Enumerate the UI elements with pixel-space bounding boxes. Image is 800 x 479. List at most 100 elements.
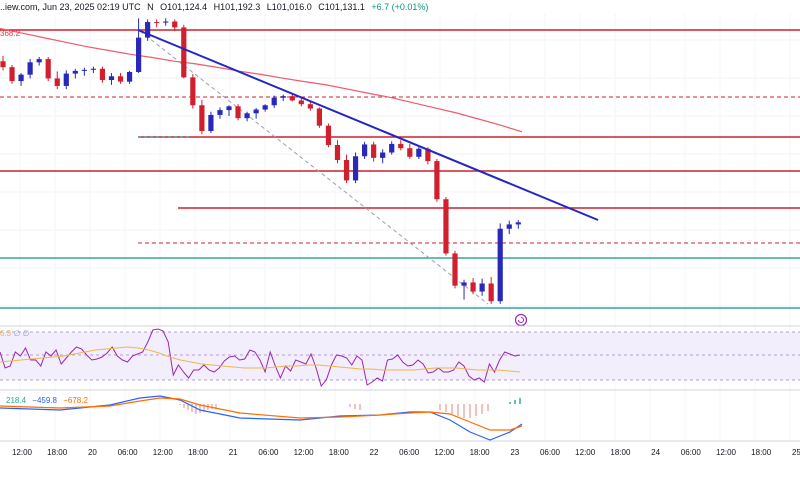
x-tick-label: 12:00 (575, 448, 596, 457)
candle-body (244, 113, 250, 119)
macd-line-value: −459.8 (32, 396, 57, 405)
candle-body (154, 22, 160, 24)
x-tick-label: 12:00 (293, 448, 314, 457)
candle-body (126, 71, 133, 82)
close-value: C101,131.1 (318, 2, 365, 12)
candle-body (72, 70, 78, 74)
candle-body (443, 199, 449, 254)
ohlc-header: ..iew.com, Jun 23, 2025 02:19 UTC N O101… (0, 0, 437, 14)
x-tick-label: 18:00 (610, 448, 631, 457)
candle-body (398, 143, 404, 149)
x-tick-label: 18:00 (187, 448, 209, 457)
macd-labels: 218.4 −459.8 −678.2 (6, 396, 88, 406)
candle-body (352, 156, 359, 181)
x-tick-label: 06:00 (399, 448, 420, 457)
x-tick-label: 18:00 (751, 448, 772, 457)
x-tick-label: 12:00 (11, 448, 33, 457)
candle-body (136, 37, 142, 72)
change-value: +6.7 (+0.01%) (371, 2, 429, 12)
symbol-tail: N (147, 2, 154, 12)
candle-body (145, 22, 151, 38)
candle-body (63, 73, 69, 86)
descending-trendline (137, 29, 599, 221)
candle-body (434, 161, 440, 200)
x-tick-label: 12:00 (715, 448, 737, 457)
candle-body (515, 222, 521, 225)
rsi-ma-line (0, 346, 521, 373)
candle-body (461, 282, 467, 286)
x-tick-label: 12:00 (434, 448, 455, 457)
price-line-label: 368.2 (0, 29, 21, 38)
candle-body (181, 27, 187, 78)
candle-body (36, 59, 42, 63)
candle-body (479, 283, 485, 292)
candle-body (389, 143, 395, 153)
x-tick-label: 18:00 (328, 448, 349, 457)
candle-body (226, 106, 232, 111)
x-tick-label: 06:00 (539, 448, 561, 457)
candle-body (316, 108, 322, 126)
candle-body (117, 76, 124, 82)
x-tick-label: 20 (87, 448, 97, 457)
x-tick-label: 21 (228, 448, 238, 457)
x-tick-label: 06:00 (680, 448, 701, 457)
x-tick-label: 24 (651, 448, 661, 457)
candle-body (271, 97, 277, 106)
candle-body (425, 148, 431, 162)
candle-body (217, 110, 223, 115)
candle-body (298, 100, 304, 105)
x-tick-label: 06:00 (258, 448, 279, 457)
x-tick-label: 22 (369, 448, 379, 457)
x-tick-label: 12:00 (152, 448, 173, 457)
high-value: H101,192.3 (213, 2, 261, 12)
macd-hist-value: 218.4 (6, 396, 27, 405)
candle-body (488, 283, 494, 302)
candle-body (407, 148, 413, 157)
candle-body (27, 62, 33, 75)
candle-body (280, 96, 286, 98)
candle-body (289, 96, 295, 101)
x-tick-label: 06:00 (117, 448, 138, 457)
macd-signal-line (0, 397, 523, 431)
candle-body (307, 104, 313, 109)
candle-body (325, 125, 332, 145)
replay-icon-arc (518, 317, 524, 323)
source-label: ..iew.com, Jun 23, 2025 02:19 UTC (0, 2, 141, 12)
candle-body (81, 69, 87, 71)
candle-body (362, 144, 368, 157)
candle-body (334, 144, 341, 161)
candle-body (416, 148, 422, 157)
macd-signal-value: −678.2 (63, 396, 88, 405)
candle-body (163, 21, 169, 23)
candle-body (262, 105, 268, 110)
low-value: L101,016.0 (266, 2, 312, 12)
x-tick-label: 23 (510, 448, 520, 457)
candle-body (506, 224, 512, 229)
rsi-line (0, 328, 521, 388)
candle-body (0, 61, 6, 68)
candle-body (199, 105, 205, 132)
candle-body (54, 78, 60, 86)
candle-body (253, 109, 259, 114)
x-tick-label: 25 (791, 448, 800, 457)
candle-body (190, 77, 196, 106)
candle-body (99, 68, 106, 81)
diagonal-guide-line (139, 30, 489, 305)
candle-body (343, 160, 350, 181)
x-tick-label: 18:00 (469, 448, 490, 457)
rsi-ghost: ∅ ∅ (13, 329, 30, 338)
candle-body (497, 228, 503, 302)
candle-body (470, 282, 476, 292)
rsi-value: 6.3 (0, 329, 12, 338)
rsi-labels: 6.3 ∅ ∅ (0, 329, 30, 339)
candle-body (108, 76, 115, 81)
candle-body (9, 67, 15, 82)
candle-body (235, 106, 241, 119)
candle-body (380, 152, 386, 158)
candle-body (371, 144, 377, 158)
candle-body (208, 114, 214, 132)
moving-average-line (0, 27, 523, 133)
candle-body (90, 68, 96, 70)
candle-body (452, 253, 458, 286)
